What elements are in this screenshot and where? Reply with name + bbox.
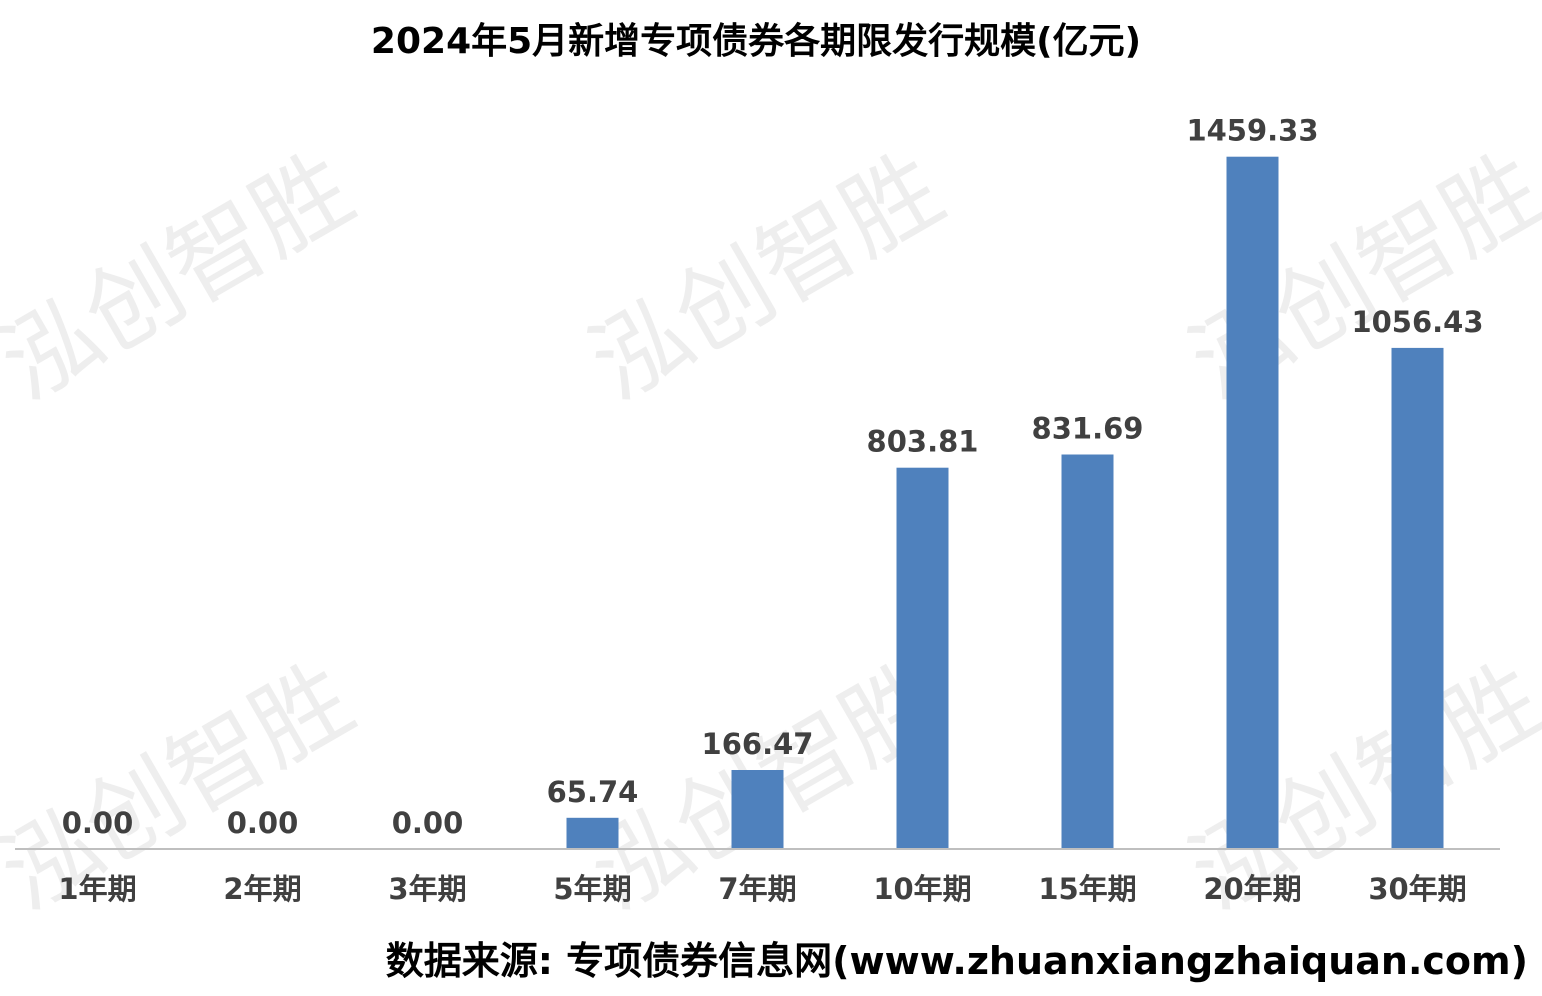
data-label-4: 65.74 — [547, 775, 639, 809]
x-tick-label-7: 15年期 — [1038, 872, 1136, 906]
bar-5 — [731, 770, 784, 849]
bar-8 — [1226, 156, 1279, 849]
data-label-1: 0.00 — [62, 806, 134, 840]
x-tick-label-1: 1年期 — [58, 872, 136, 906]
data-label-3: 0.00 — [392, 806, 464, 840]
data-label-8: 1459.33 — [1186, 114, 1318, 148]
data-label-5: 166.47 — [702, 727, 814, 761]
x-tick-label-5: 7年期 — [718, 872, 796, 906]
data-label-6: 803.81 — [867, 425, 979, 459]
bar-7 — [1061, 454, 1114, 849]
x-tick-label-4: 5年期 — [553, 872, 631, 906]
data-label-2: 0.00 — [227, 806, 299, 840]
bar-9 — [1391, 347, 1444, 849]
x-tick-label-8: 20年期 — [1203, 872, 1301, 906]
bar-6 — [896, 467, 949, 849]
chart-title: 2024年5月新增专项债券各期限发行规模(亿元) — [370, 21, 1142, 62]
data-label-9: 1056.43 — [1351, 305, 1483, 339]
x-tick-label-6: 10年期 — [873, 872, 971, 906]
source-note: 数据来源: 专项债券信息网(www.zhuanxiangzhaiquan.com… — [385, 939, 1528, 983]
bar-4 — [566, 817, 619, 849]
data-label-7: 831.69 — [1032, 412, 1144, 446]
x-tick-label-3: 3年期 — [388, 872, 466, 906]
x-tick-label-2: 2年期 — [223, 872, 301, 906]
x-tick-label-9: 30年期 — [1368, 872, 1466, 906]
